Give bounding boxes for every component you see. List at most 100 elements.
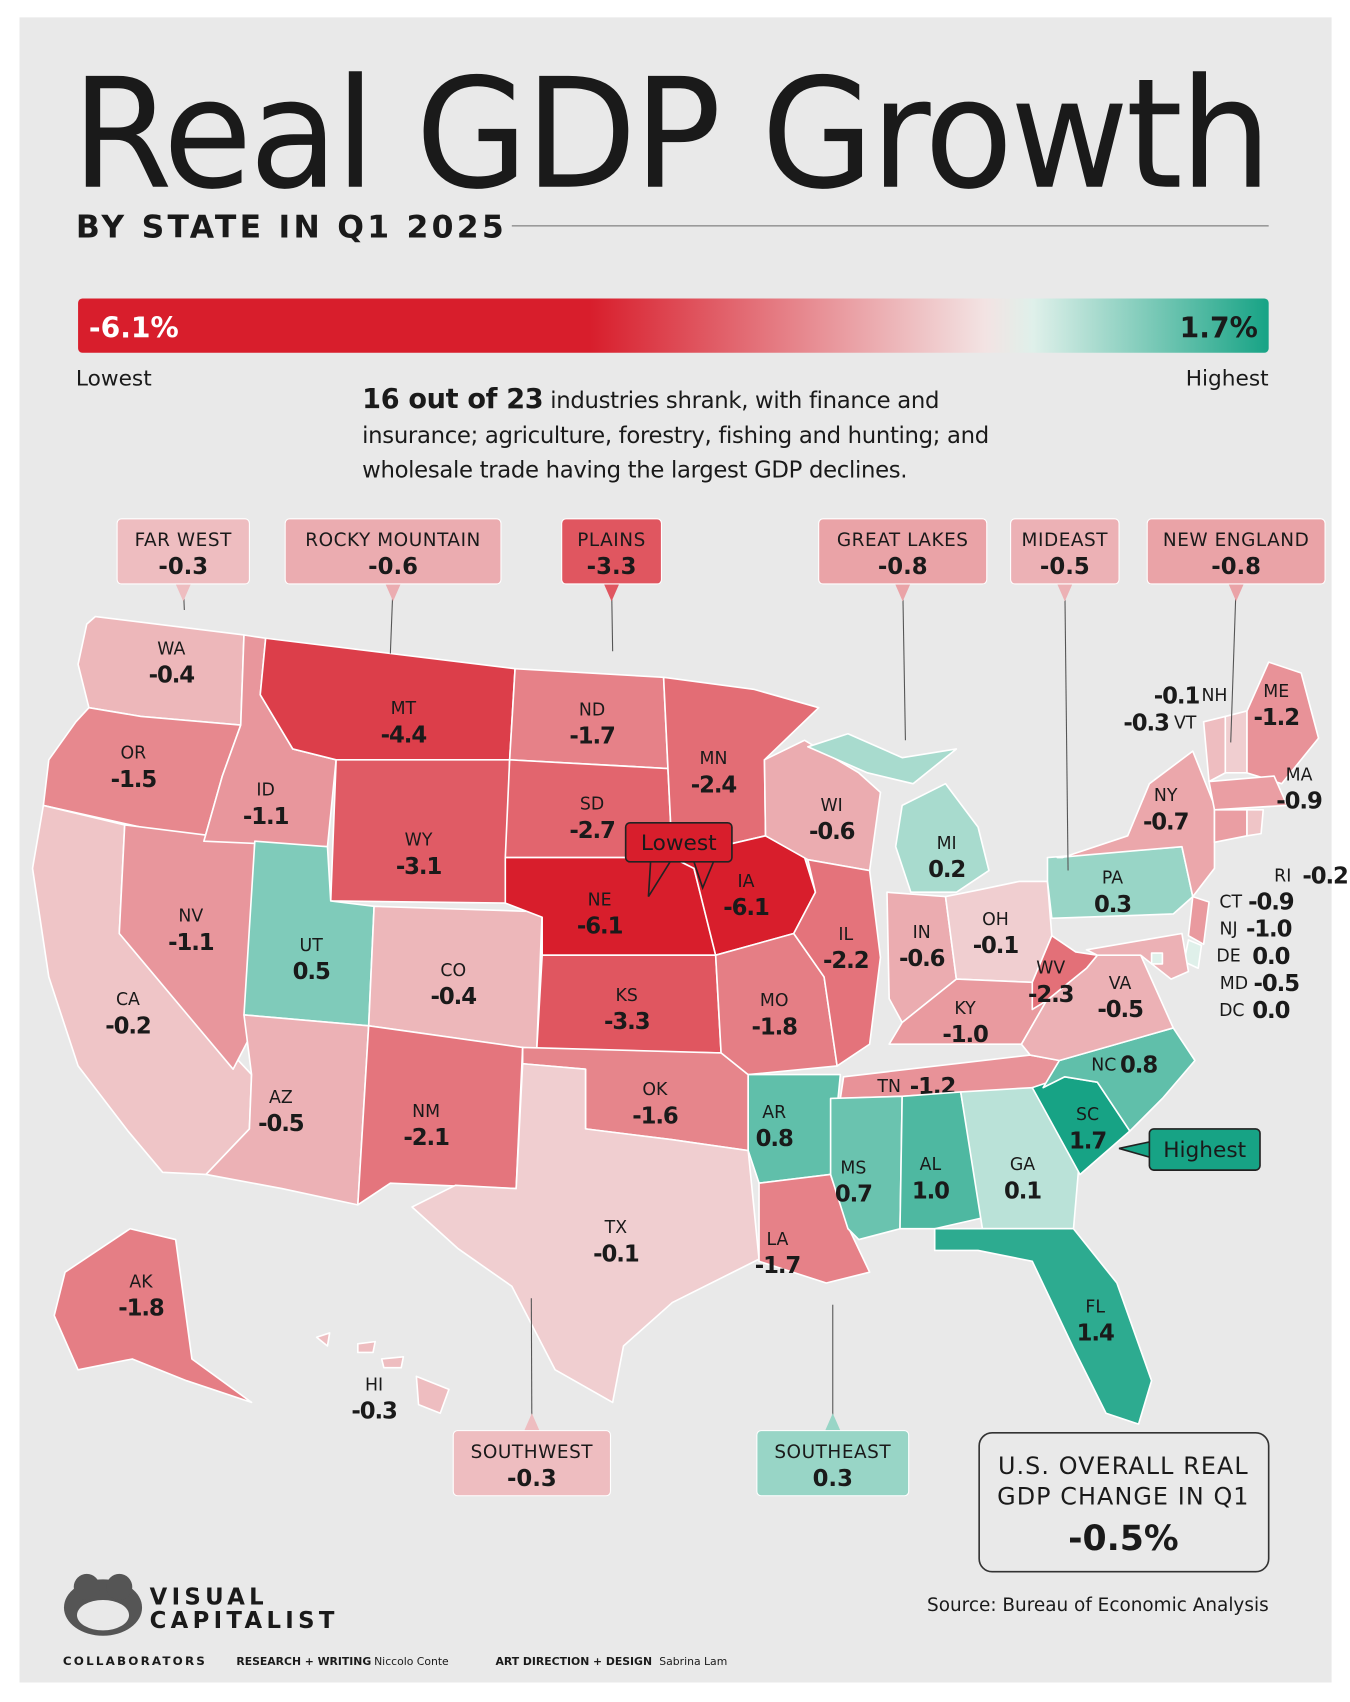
state	[1187, 895, 1210, 946]
state-value: -0.6	[899, 946, 945, 972]
state-code: AK	[129, 1272, 153, 1292]
state-value: -2.2	[823, 948, 868, 974]
state-code: HI	[365, 1375, 383, 1395]
state-code: MA	[1286, 765, 1313, 785]
state-code: SD	[580, 795, 604, 815]
region-value: -0.8	[878, 554, 928, 580]
state	[959, 1086, 1081, 1230]
callout-pointer	[895, 583, 911, 602]
state	[1213, 808, 1248, 844]
state	[1150, 952, 1164, 965]
state-value: -2.1	[403, 1125, 449, 1151]
region-name: NEW ENGLAND	[1163, 530, 1309, 551]
state-code: NM	[412, 1102, 440, 1122]
state-code: WI	[821, 796, 843, 816]
state-code: KS	[616, 986, 638, 1006]
annotation-label: Lowest	[641, 831, 717, 856]
state-code: TX	[604, 1218, 628, 1238]
callout-pointer	[175, 583, 191, 602]
state-code: PA	[1102, 869, 1123, 889]
state-code: CT	[1219, 892, 1242, 912]
state-value: -0.9	[1276, 789, 1322, 815]
intro-bold: 16 out of 23	[362, 383, 544, 415]
state-code: VA	[1109, 974, 1132, 994]
state-code: CO	[440, 961, 466, 981]
region-name: PLAINS	[577, 530, 646, 551]
state-value: 0.3	[1094, 892, 1131, 918]
callout-pointer	[1228, 583, 1244, 602]
state	[415, 1375, 450, 1415]
state-value: -1.1	[168, 930, 214, 956]
title: Real GDP Growth	[72, 46, 1269, 223]
state-code: OR	[121, 744, 147, 764]
state-code: NJ	[1220, 920, 1238, 940]
state-value: -1.7	[569, 724, 615, 750]
state-value: 1.4	[1077, 1321, 1114, 1347]
annotation-box	[624, 821, 733, 863]
state	[1224, 710, 1248, 774]
state-value: 0.7	[835, 1182, 872, 1208]
state	[899, 1091, 984, 1230]
state-code: NV	[178, 907, 203, 927]
state-value: -2.7	[569, 818, 615, 844]
state-code: ID	[256, 781, 274, 801]
state	[1246, 661, 1320, 785]
state-value: -0.1	[593, 1241, 639, 1267]
state-code: ND	[579, 700, 605, 720]
scale-tick-label: -6.1%	[89, 312, 179, 345]
subtitle: BY STATE IN Q1 2025	[76, 210, 507, 246]
region-value: -0.3	[507, 1466, 557, 1492]
color-scale-bar	[78, 298, 1269, 353]
state-code: DE	[1216, 947, 1240, 967]
scale-end-label: Lowest	[76, 366, 152, 391]
state-code: WA	[157, 640, 185, 660]
state-value: 0.1	[1004, 1178, 1041, 1204]
state	[315, 1332, 331, 1347]
state-value: 1.0	[912, 1178, 949, 1204]
state-code: IN	[913, 923, 931, 943]
region-name: MIDEAST	[1022, 530, 1109, 551]
callout-pointer	[524, 1413, 540, 1431]
state	[1031, 934, 1099, 1011]
state-code: IL	[838, 925, 853, 945]
state-value: -1.6	[632, 1103, 678, 1129]
region-box	[1010, 518, 1120, 585]
brand: CAPITALIST	[150, 1608, 339, 1634]
state-value: -0.9	[1248, 890, 1294, 916]
state-value: -1.1	[243, 804, 289, 830]
state-code: AR	[762, 1103, 786, 1123]
intro-text: industries shrank, with finance and insu…	[362, 387, 989, 484]
region-value: -0.8	[1211, 554, 1261, 580]
state-code: ME	[1263, 682, 1289, 702]
state-code: OH	[982, 910, 1009, 930]
scale-end-label: Highest	[1186, 366, 1269, 391]
state-value: -0.2	[1302, 864, 1347, 890]
annotation-box	[1148, 1128, 1261, 1171]
state-code: MN	[700, 749, 728, 769]
state-value: -1.5	[111, 767, 157, 793]
annotation-label: Highest	[1163, 1138, 1246, 1163]
state-code: WY	[405, 831, 433, 851]
region-name: FAR WEST	[135, 530, 233, 551]
state-code: UT	[300, 936, 324, 956]
logo-mark	[63, 1573, 143, 1636]
region-box	[756, 1430, 910, 1497]
credit-name: Niccolo Conte	[374, 1655, 449, 1668]
region-value: -0.5	[1040, 554, 1090, 580]
state-value: -0.7	[1143, 809, 1189, 835]
region-box	[116, 518, 250, 585]
callout-pointer	[1057, 583, 1073, 602]
state-code: MD	[1220, 974, 1248, 994]
state-code: IA	[738, 872, 755, 892]
state-value: -1.2	[1254, 705, 1299, 731]
callout-line	[1230, 583, 1237, 743]
state	[53, 1227, 253, 1404]
state	[411, 1062, 760, 1404]
state-code: MS	[840, 1158, 866, 1178]
state-code: OK	[642, 1080, 668, 1100]
state-value: -1.7	[755, 1253, 801, 1279]
credit-role: RESEARCH + WRITING	[236, 1655, 371, 1668]
